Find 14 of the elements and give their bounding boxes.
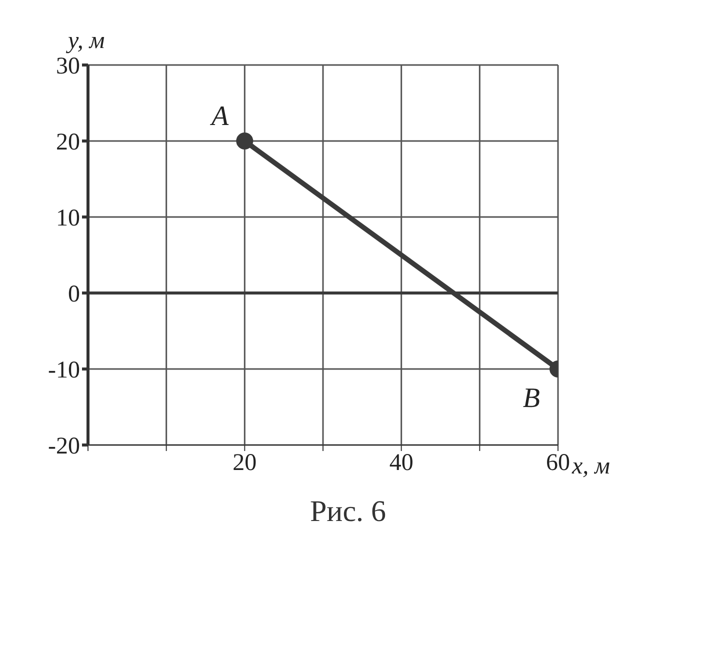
- y-tick-label: 30: [56, 54, 80, 80]
- y-tick-label: 0: [68, 282, 80, 308]
- y-tick-label: 20: [56, 130, 80, 156]
- x-tick-label: 60: [546, 450, 570, 476]
- y-axis-title: y, м: [68, 28, 106, 55]
- x-tick-label: 40: [389, 450, 414, 476]
- y-tick-label: -10: [48, 358, 80, 384]
- annotation: A: [210, 101, 230, 132]
- y-tick-label: 10: [56, 206, 80, 232]
- annotation: B: [522, 382, 540, 414]
- x-tick-label: 20: [232, 450, 257, 476]
- y-tick-label: -20: [48, 434, 80, 460]
- text: Рис. 6: [308, 495, 388, 529]
- x-axis-title: x, м: [571, 454, 610, 480]
